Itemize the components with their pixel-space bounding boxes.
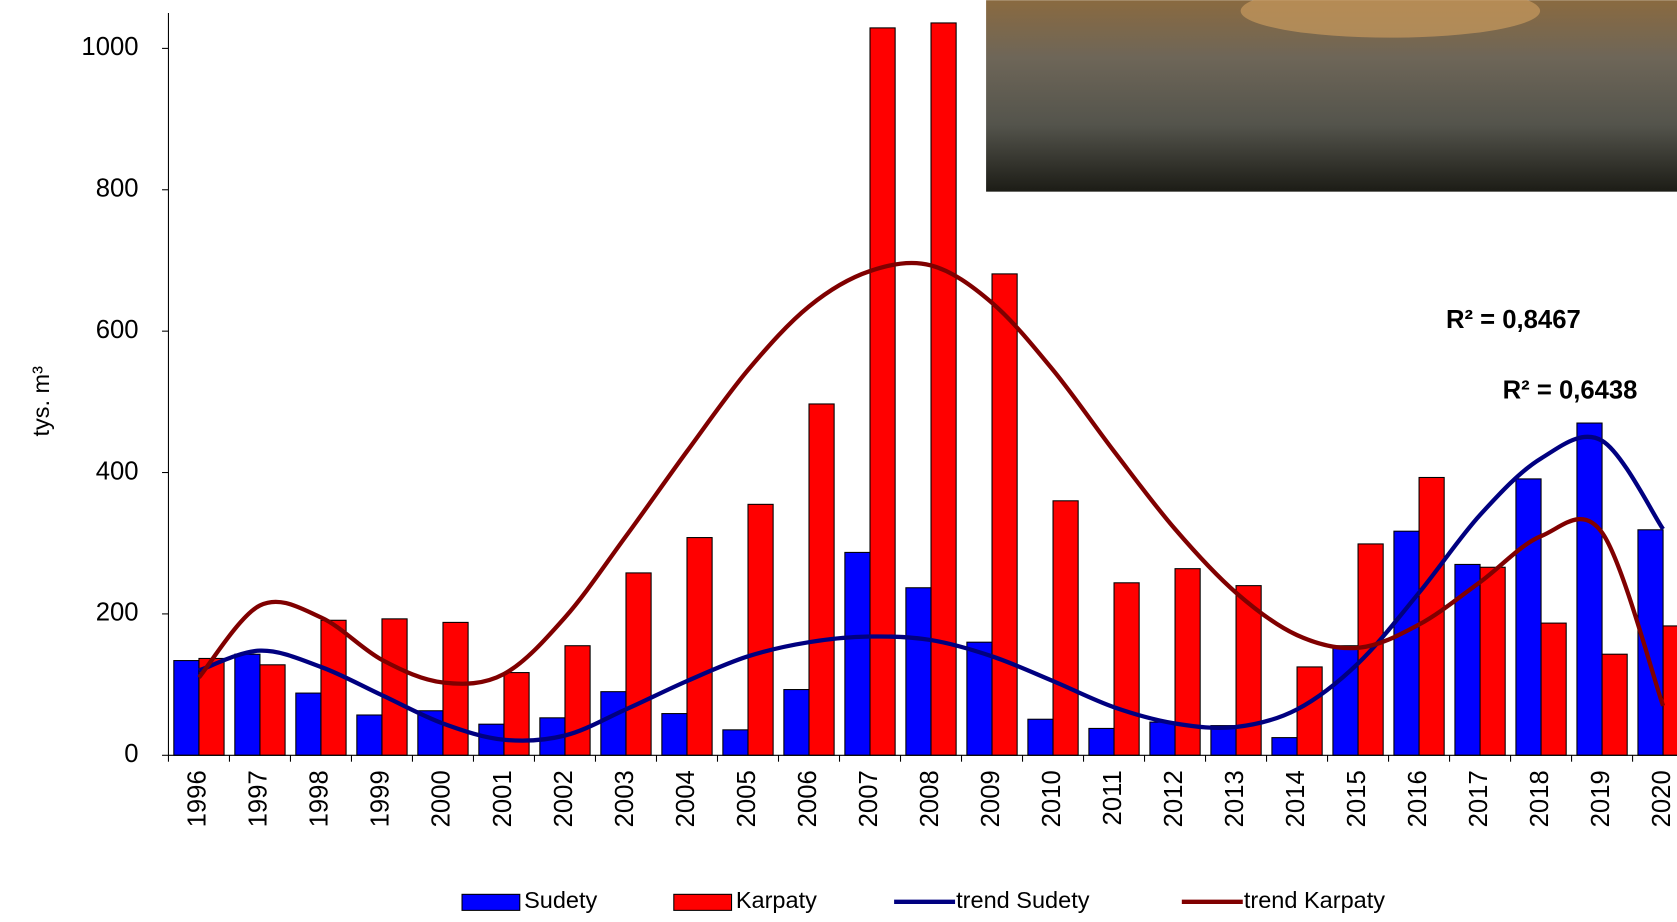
bar	[747, 503, 774, 756]
bar	[722, 729, 749, 756]
bar	[625, 572, 652, 756]
x-tick-label: 2001	[489, 770, 517, 827]
annotation: R² = 0,6438	[1503, 376, 1638, 404]
bar	[1271, 737, 1298, 756]
x-tick-label: 2009	[977, 770, 1005, 827]
bar	[1479, 566, 1506, 756]
legend-label: Sudety	[524, 887, 597, 913]
y-tick-label: 800	[96, 175, 139, 203]
trend-line	[197, 260, 1666, 707]
legend-label: Karpaty	[736, 887, 817, 913]
bar	[381, 618, 408, 756]
photo-detail	[1240, 0, 1541, 38]
x-tick-label: 2007	[855, 770, 883, 827]
bar	[1296, 666, 1323, 756]
legend-swatch	[461, 893, 521, 911]
legend-label: trend Sudety	[956, 887, 1090, 913]
bar	[173, 660, 200, 756]
x-tick-label: 2000	[428, 770, 456, 827]
x-tick-label: 2002	[550, 770, 578, 827]
y-tick-label: 600	[96, 316, 139, 344]
bar	[234, 653, 261, 756]
bar	[1027, 718, 1054, 756]
x-tick-label: 2019	[1587, 770, 1615, 827]
bar	[320, 619, 347, 756]
bar	[1601, 653, 1628, 756]
bar	[686, 537, 713, 756]
bar	[1149, 721, 1176, 756]
bar	[844, 551, 871, 756]
x-tick-label: 1997	[245, 770, 273, 827]
x-tick-label: 2016	[1404, 770, 1432, 827]
y-tick-label: 400	[96, 457, 139, 485]
bar	[808, 403, 835, 756]
bar	[930, 22, 957, 756]
y-tick-label: 1000	[81, 33, 138, 61]
bar	[661, 713, 688, 756]
bar	[503, 672, 530, 756]
y-tick-label: 0	[124, 740, 138, 768]
x-tick-label: 2015	[1343, 770, 1371, 827]
x-tick-label: 2008	[916, 770, 944, 827]
x-tick-label: 2012	[1160, 770, 1188, 827]
x-tick-label: 1996	[184, 770, 212, 827]
bar	[1515, 478, 1542, 756]
x-tick-label: 2017	[1465, 770, 1493, 827]
x-tick-label: 2018	[1526, 770, 1554, 827]
legend-label: trend Karpaty	[1244, 887, 1385, 913]
y-tick-label: 200	[96, 599, 139, 627]
x-tick-label: 2010	[1038, 770, 1066, 827]
x-tick-label: 2011	[1099, 770, 1127, 825]
bar	[991, 273, 1018, 756]
bar	[1210, 725, 1237, 756]
x-tick-label: 2004	[672, 770, 700, 827]
x-tick-label: 2005	[733, 770, 761, 827]
y-axis-label: tys. m³	[28, 366, 54, 437]
bar	[356, 714, 383, 756]
bar	[1088, 727, 1115, 756]
bar	[783, 689, 810, 756]
trend-line	[198, 434, 1665, 743]
bar	[1576, 422, 1603, 756]
bar	[1393, 530, 1420, 756]
bar	[442, 621, 469, 756]
bar	[1662, 625, 1677, 756]
bar	[564, 645, 591, 756]
bar	[966, 641, 993, 756]
bar	[1540, 622, 1567, 756]
x-tick-label: 2020	[1648, 770, 1676, 827]
x-tick-label: 2014	[1282, 770, 1310, 827]
x-tick-label: 2006	[794, 770, 822, 827]
bar	[1332, 645, 1359, 756]
x-tick-label: 2013	[1221, 770, 1249, 827]
legend-swatch	[673, 893, 733, 911]
x-tick-label: 2003	[611, 770, 639, 827]
bar	[905, 587, 932, 756]
annotation: R² = 0,8467	[1446, 306, 1581, 334]
bar	[259, 664, 286, 756]
bar	[1113, 582, 1140, 756]
x-tick-label: 1999	[367, 770, 395, 827]
bar	[295, 692, 322, 756]
bar	[600, 691, 627, 756]
bar	[1052, 500, 1079, 756]
bar	[869, 27, 896, 756]
x-tick-label: 1998	[306, 770, 334, 827]
